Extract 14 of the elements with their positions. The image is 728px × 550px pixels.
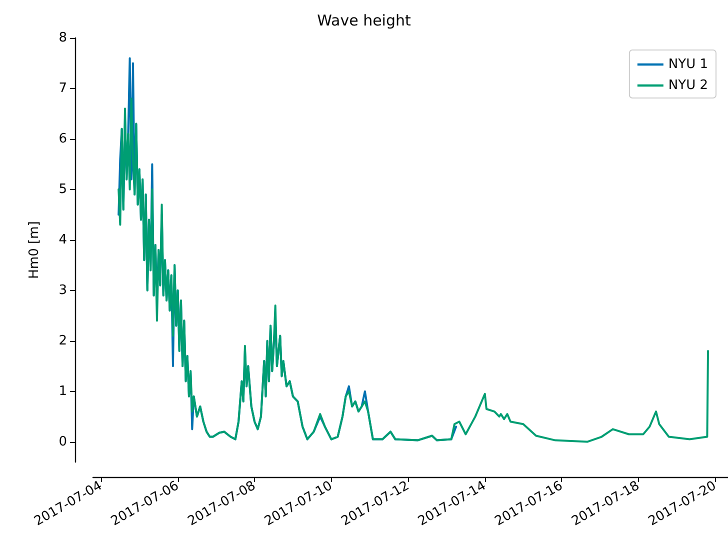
y-tick-label: 4 xyxy=(58,232,67,248)
y-axis-title: Hm0 [m] xyxy=(27,221,42,279)
legend-label: NYU 2 xyxy=(668,78,708,93)
legend-label: NYU 1 xyxy=(668,57,708,72)
y-tick-label: 5 xyxy=(58,182,67,197)
y-tick-label: 6 xyxy=(58,131,67,146)
y-tick-label: 7 xyxy=(58,80,67,96)
y-tick-label: 3 xyxy=(58,282,67,298)
y-tick-label: 1 xyxy=(58,384,67,399)
chart-title: Wave height xyxy=(317,12,411,30)
y-tick-label: 2 xyxy=(58,333,67,348)
y-tick-label: 8 xyxy=(58,30,67,46)
y-tick-label: 0 xyxy=(58,434,67,450)
line-series xyxy=(118,98,710,443)
